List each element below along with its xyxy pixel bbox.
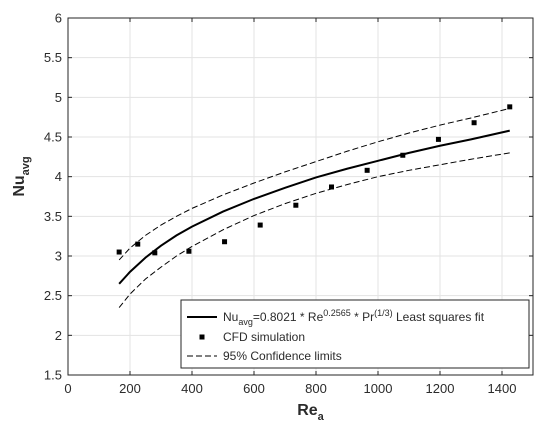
y-tick-label: 4 xyxy=(55,169,62,184)
plot-area-frame xyxy=(67,17,534,376)
x-tick-label: 200 xyxy=(119,381,141,396)
x-axis-title-main: Re xyxy=(297,402,318,419)
y-axis-title-main: Nu xyxy=(11,175,28,196)
confidence-limit-line xyxy=(118,107,510,261)
y-tick-label: 6 xyxy=(55,11,62,26)
legend-box xyxy=(180,299,530,369)
cfd-data-point xyxy=(293,202,299,208)
y-tick-label: 3.5 xyxy=(44,209,62,224)
x-tick-label: 1000 xyxy=(364,381,393,396)
cfd-data-point xyxy=(257,222,263,228)
fit-line xyxy=(118,129,510,285)
confidence-limit-line xyxy=(118,152,510,308)
y-axis-title-sub: avg xyxy=(20,156,32,175)
cfd-data-point xyxy=(435,136,441,142)
legend-fit-exp-1: 0.2565 xyxy=(323,308,351,318)
y-tick-label: 3 xyxy=(55,249,62,264)
tick-layer: 0 200 400 600 800 1000 1200 1400 1.5 2 2.5 3 3.5 4 4.5… xyxy=(44,11,533,396)
legend-fit-eq-1: =0.8021 * Re xyxy=(253,310,324,324)
x-tick-label: 0 xyxy=(64,381,71,396)
y-tick-label: 4.5 xyxy=(44,130,62,145)
x-tick-label: 800 xyxy=(305,381,327,396)
y-tick-label: 1.5 xyxy=(44,368,62,383)
legend-fit-eq-2: * Pr xyxy=(351,310,374,324)
y-tick-label: 2 xyxy=(55,328,62,343)
cfd-data-point xyxy=(507,104,513,110)
legend-cfd-marker-sample xyxy=(199,334,205,340)
y-axis-title: Nuavg xyxy=(11,156,32,196)
series-layer xyxy=(116,104,513,308)
cfd-data-point xyxy=(152,250,158,256)
legend-fit-label: Nuavg=0.8021 * Re0.2565 * Pr(1/3) Least … xyxy=(223,308,485,327)
cfd-data-point xyxy=(364,167,370,173)
y-tick-label: 5.5 xyxy=(44,50,62,65)
cfd-data-point xyxy=(186,248,192,254)
x-axis-title-sub: a xyxy=(318,411,325,423)
y-tick-label: 5 xyxy=(55,90,62,105)
legend-confidence-label: 95% Confidence limits xyxy=(223,349,342,363)
legend-fit-prefix-sub: avg xyxy=(238,317,253,327)
cfd-data-point xyxy=(116,249,122,255)
x-tick-label: 400 xyxy=(181,381,203,396)
cfd-data-point xyxy=(135,241,141,247)
cfd-data-point xyxy=(329,184,334,190)
legend-cfd-label: CFD simulation xyxy=(223,330,305,344)
x-tick-label: 1400 xyxy=(488,381,517,396)
y-tick-label: 2.5 xyxy=(44,288,62,303)
x-tick-label: 600 xyxy=(243,381,265,396)
x-axis-title: Rea xyxy=(297,402,324,423)
legend-fit-prefix: Nu xyxy=(223,310,238,324)
cfd-data-point xyxy=(222,239,228,245)
cfd-data-point xyxy=(471,120,477,126)
legend-fit-suffix: Least squares fit xyxy=(393,310,485,324)
x-tick-label: 1200 xyxy=(426,381,455,396)
legend-fit-exp-2: (1/3) xyxy=(374,308,393,318)
legend: Nuavg=0.8021 * Re0.2565 * Pr(1/3) Least … xyxy=(180,299,530,369)
